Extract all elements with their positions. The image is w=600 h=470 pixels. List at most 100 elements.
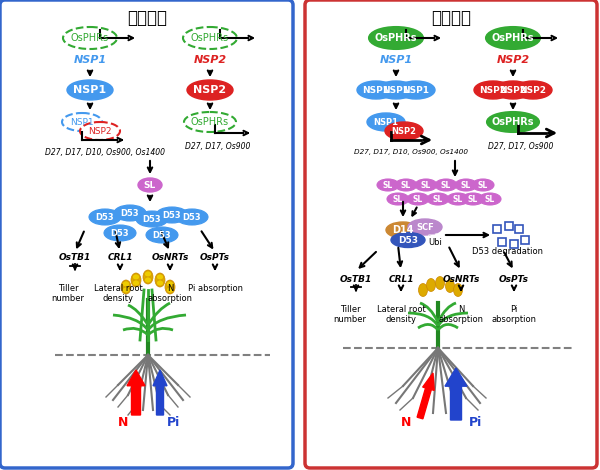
Ellipse shape xyxy=(386,222,420,238)
Ellipse shape xyxy=(122,287,130,293)
Ellipse shape xyxy=(445,280,455,292)
Text: SL: SL xyxy=(144,180,156,189)
Text: 低磷环境: 低磷环境 xyxy=(431,9,471,27)
Ellipse shape xyxy=(133,274,139,280)
Text: 高磷环境: 高磷环境 xyxy=(127,9,167,27)
Ellipse shape xyxy=(479,193,501,205)
Text: N
absorption: N absorption xyxy=(148,284,193,304)
Bar xyxy=(521,236,529,244)
Ellipse shape xyxy=(455,179,477,191)
Text: NSP1: NSP1 xyxy=(362,86,389,94)
Text: D53 degradation: D53 degradation xyxy=(473,248,544,257)
Ellipse shape xyxy=(387,193,409,205)
Text: SL: SL xyxy=(401,180,411,189)
Text: Pi: Pi xyxy=(167,416,181,430)
Ellipse shape xyxy=(63,27,117,49)
Text: NSP1: NSP1 xyxy=(383,86,409,94)
Text: SL: SL xyxy=(453,195,463,204)
Ellipse shape xyxy=(514,81,552,99)
Text: NSP2: NSP2 xyxy=(88,126,112,135)
Text: NSP1: NSP1 xyxy=(73,85,107,95)
Ellipse shape xyxy=(407,193,429,205)
Text: NSP1: NSP1 xyxy=(373,118,398,126)
Ellipse shape xyxy=(133,280,139,286)
Text: SL: SL xyxy=(468,195,478,204)
Ellipse shape xyxy=(80,122,120,140)
Text: NSP1: NSP1 xyxy=(379,55,413,65)
Ellipse shape xyxy=(131,273,141,287)
Ellipse shape xyxy=(136,211,168,227)
Text: SL: SL xyxy=(461,180,471,189)
Ellipse shape xyxy=(486,27,540,49)
Text: D53: D53 xyxy=(398,235,418,244)
FancyArrow shape xyxy=(417,373,434,419)
Ellipse shape xyxy=(472,179,494,191)
Text: D53: D53 xyxy=(143,214,161,224)
Text: NSP2: NSP2 xyxy=(479,86,506,94)
Text: D53: D53 xyxy=(182,212,202,221)
Ellipse shape xyxy=(377,81,415,99)
Ellipse shape xyxy=(156,207,188,223)
Text: Pi: Pi xyxy=(469,416,482,430)
Ellipse shape xyxy=(145,277,151,283)
Ellipse shape xyxy=(395,179,417,191)
Ellipse shape xyxy=(385,122,423,140)
Text: N
absorption: N absorption xyxy=(439,305,484,324)
Text: SL: SL xyxy=(393,195,403,204)
Ellipse shape xyxy=(143,270,153,284)
Text: NSP2: NSP2 xyxy=(392,126,416,135)
Ellipse shape xyxy=(157,274,163,280)
Text: D53: D53 xyxy=(121,209,139,218)
Ellipse shape xyxy=(454,283,463,297)
Text: OsPHRs: OsPHRs xyxy=(191,117,229,127)
Text: Pi
absorption: Pi absorption xyxy=(491,305,536,324)
Text: NSP2: NSP2 xyxy=(193,55,227,65)
Text: D53: D53 xyxy=(163,211,181,219)
Text: D27, D17, D10, Os900, Os1400: D27, D17, D10, Os900, Os1400 xyxy=(45,148,165,157)
Ellipse shape xyxy=(121,280,131,294)
Ellipse shape xyxy=(419,283,427,297)
Ellipse shape xyxy=(435,179,457,191)
Ellipse shape xyxy=(89,209,121,225)
Text: Tiller
number: Tiller number xyxy=(52,284,85,304)
Bar xyxy=(510,240,518,248)
Ellipse shape xyxy=(357,81,395,99)
Ellipse shape xyxy=(183,27,237,49)
Ellipse shape xyxy=(145,271,151,277)
Ellipse shape xyxy=(367,113,405,131)
Ellipse shape xyxy=(391,233,425,248)
Text: Pi absorption: Pi absorption xyxy=(187,284,242,293)
Text: SL: SL xyxy=(485,195,495,204)
Text: OsPHRs: OsPHRs xyxy=(375,33,417,43)
Ellipse shape xyxy=(415,179,437,191)
Text: OsPHRs: OsPHRs xyxy=(191,33,229,43)
Text: D53: D53 xyxy=(110,228,130,237)
Ellipse shape xyxy=(427,193,449,205)
Text: OsPHRs: OsPHRs xyxy=(71,33,109,43)
Text: Tiller
number: Tiller number xyxy=(334,305,367,324)
Ellipse shape xyxy=(167,281,173,287)
Bar xyxy=(498,238,506,246)
Text: N: N xyxy=(401,416,411,430)
Bar xyxy=(505,222,513,230)
Ellipse shape xyxy=(187,80,233,100)
Ellipse shape xyxy=(487,112,539,132)
Text: D27, D17, D10, Os900, Os1400: D27, D17, D10, Os900, Os1400 xyxy=(354,149,468,155)
FancyArrow shape xyxy=(153,370,167,415)
Text: SL: SL xyxy=(478,180,488,189)
Text: OsTB1: OsTB1 xyxy=(59,253,91,263)
Text: NSP1: NSP1 xyxy=(73,55,107,65)
Ellipse shape xyxy=(67,80,113,100)
FancyBboxPatch shape xyxy=(0,0,293,468)
Text: SL: SL xyxy=(441,180,451,189)
Ellipse shape xyxy=(408,219,442,235)
Ellipse shape xyxy=(447,193,469,205)
Ellipse shape xyxy=(114,205,146,221)
Text: NSP2: NSP2 xyxy=(520,86,547,94)
Ellipse shape xyxy=(184,112,236,132)
Text: NSP1: NSP1 xyxy=(70,118,94,126)
Ellipse shape xyxy=(146,227,178,243)
Ellipse shape xyxy=(427,279,436,291)
Text: SCF: SCF xyxy=(416,222,434,232)
Text: D53: D53 xyxy=(95,212,115,221)
